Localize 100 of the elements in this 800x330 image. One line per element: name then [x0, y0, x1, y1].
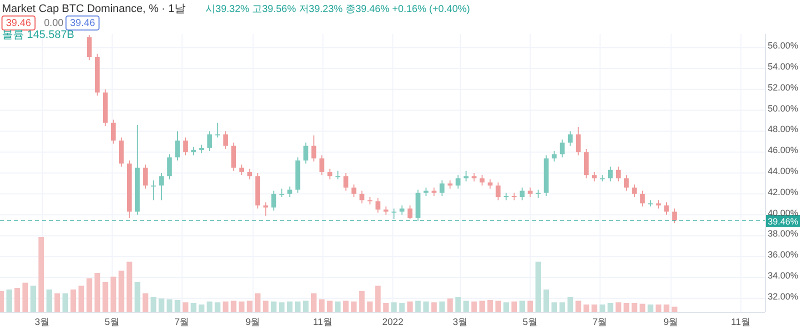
- candlestick: [560, 139, 565, 158]
- candlestick: [552, 150, 557, 162]
- bar: [142, 293, 148, 312]
- bar: [600, 304, 606, 312]
- y-tick-label: 52.00%: [768, 82, 798, 92]
- candlestick: [86, 34, 92, 61]
- x-tick-label: 5월: [104, 317, 120, 328]
- bar: [278, 302, 285, 312]
- bar: [134, 282, 140, 312]
- x-tick-label: 3월: [452, 317, 468, 328]
- bar: [495, 300, 501, 312]
- y-tick-label: 54.00%: [768, 61, 798, 72]
- x-tick-label: 9월: [663, 317, 679, 328]
- bar: [351, 302, 357, 312]
- bar: [543, 290, 550, 312]
- bar: [319, 299, 325, 312]
- bar: [672, 306, 678, 312]
- bar: [110, 276, 116, 312]
- candlestick: [616, 166, 621, 182]
- y-tick-label: 50.00%: [768, 103, 798, 114]
- candlestick: [584, 148, 589, 179]
- bar: [431, 302, 437, 312]
- candlestick: [624, 174, 629, 192]
- candlestick: [440, 180, 444, 196]
- bar: [182, 302, 188, 312]
- bar: [78, 286, 84, 312]
- candlestick: [207, 130, 212, 152]
- candlestick: [408, 204, 412, 220]
- bar: [198, 304, 204, 312]
- candlestick: [376, 198, 380, 214]
- candlestick: [335, 170, 340, 180]
- bar: [70, 290, 76, 312]
- y-tick-label: 44.00%: [768, 166, 798, 176]
- bar: [238, 302, 244, 312]
- bar: [262, 300, 268, 312]
- candlestick: [271, 190, 276, 212]
- annotation: 볼륨 145.587B: [2, 29, 74, 41]
- candlestick: [175, 130, 180, 161]
- bar: [38, 237, 44, 312]
- bar: [206, 302, 212, 312]
- bar: [190, 303, 196, 312]
- candlestick: [640, 190, 645, 207]
- candlestick: [167, 154, 172, 180]
- x-tick-label: 9월: [245, 317, 261, 328]
- bar: [479, 300, 485, 312]
- bar: [367, 302, 373, 312]
- bar: [584, 304, 590, 312]
- candlestick: [327, 168, 332, 180]
- bar: [158, 298, 164, 312]
- bar: [664, 304, 670, 312]
- bar: [166, 299, 172, 312]
- y-tick-label: 56.00%: [768, 40, 798, 51]
- bar: [616, 302, 622, 312]
- x-tick-label: 11월: [313, 317, 333, 328]
- x-tick-label: 2022: [382, 317, 404, 328]
- bar: [174, 300, 180, 312]
- bar: [254, 293, 260, 312]
- bar: [222, 302, 228, 312]
- bar: [592, 304, 598, 312]
- y-tick-label: 42.00%: [768, 186, 798, 197]
- bar: [632, 303, 638, 312]
- candlestick: [247, 168, 252, 180]
- bar: [102, 282, 108, 312]
- bar: [94, 273, 100, 312]
- bar: [118, 270, 124, 312]
- bar: [640, 304, 646, 312]
- bar: [214, 302, 220, 312]
- x-tick-label: 7월: [174, 317, 190, 328]
- bar: [471, 302, 477, 312]
- candlestick: [400, 204, 404, 216]
- y-tick-label: 46.00%: [768, 145, 798, 156]
- ref-line-label: 39.46%: [768, 216, 798, 226]
- bar: [310, 293, 317, 312]
- bar: [86, 278, 92, 312]
- candlestick: [151, 180, 156, 201]
- candlestick: [528, 187, 533, 198]
- y-tick-label: 34.00%: [768, 270, 798, 281]
- candlestick: [392, 208, 396, 220]
- bar: [294, 302, 301, 312]
- candlestick: [536, 189, 541, 199]
- bar: [14, 288, 20, 312]
- candlestick: [319, 154, 324, 176]
- candlestick: [159, 172, 164, 201]
- bar: [407, 302, 413, 312]
- bar: [423, 302, 429, 312]
- candlestick: [672, 208, 677, 224]
- candlestick: [215, 122, 220, 138]
- bar: [246, 300, 252, 312]
- candlestick: [263, 202, 268, 216]
- x-tick-label: 3월: [34, 317, 50, 328]
- x-tick-label: 5월: [522, 317, 538, 328]
- bar: [415, 300, 421, 312]
- bar: [447, 298, 453, 312]
- bar: [503, 302, 509, 312]
- x-tick-label: 7월: [592, 317, 608, 328]
- candlestick: [303, 142, 308, 164]
- bar: [551, 302, 558, 312]
- candlestick: [351, 184, 356, 198]
- candlestick: [287, 186, 292, 198]
- bar: [230, 300, 236, 312]
